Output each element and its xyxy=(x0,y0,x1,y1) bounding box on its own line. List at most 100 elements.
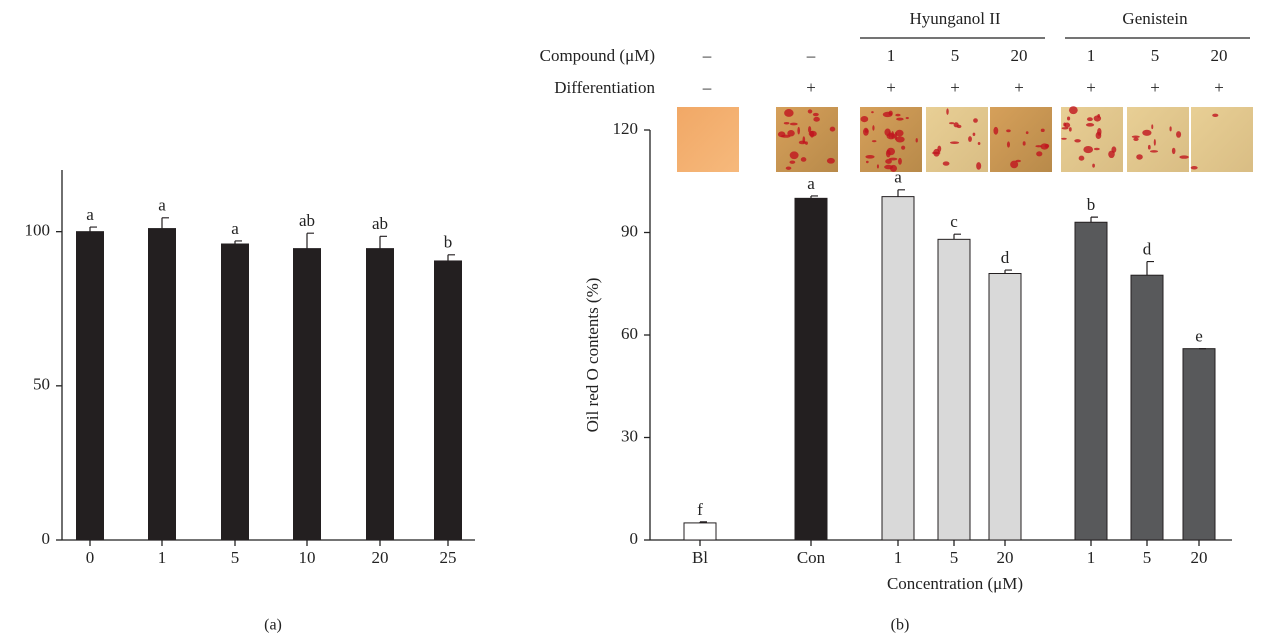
x-tick-label: 20 xyxy=(997,548,1014,567)
y-axis-label: Oil red O contents (%) xyxy=(583,278,602,433)
stain xyxy=(865,155,875,159)
stain xyxy=(1061,137,1067,140)
stain xyxy=(860,116,869,123)
stain xyxy=(1083,145,1094,154)
header-cell: + xyxy=(1014,78,1024,97)
stain xyxy=(1212,113,1219,118)
stain xyxy=(885,159,892,164)
stain xyxy=(896,117,904,121)
stain xyxy=(886,147,896,156)
header-cell: 5 xyxy=(951,46,960,65)
stain xyxy=(895,136,905,143)
significance-letter: f xyxy=(697,500,703,519)
stain xyxy=(789,122,798,126)
stain xyxy=(1040,128,1045,133)
stain xyxy=(1093,115,1102,122)
stain xyxy=(1092,163,1095,168)
header-cell: – xyxy=(702,46,712,65)
group-label: Hyunganol II xyxy=(909,9,1000,28)
caption: (b) xyxy=(891,617,910,634)
significance-letter: a xyxy=(86,205,94,224)
x-tick-label: 20 xyxy=(372,548,389,567)
group-label: Genistein xyxy=(1122,9,1188,28)
stain xyxy=(1190,165,1198,170)
error-bar xyxy=(234,240,242,244)
significance-letter: e xyxy=(1195,327,1203,346)
stain xyxy=(1086,117,1093,122)
error-bar xyxy=(897,189,905,197)
stain xyxy=(797,126,801,135)
stain xyxy=(785,166,792,170)
stain xyxy=(863,127,869,136)
significance-letter: ab xyxy=(372,214,388,233)
error-bar xyxy=(306,232,314,249)
x-tick-label: 1 xyxy=(1087,548,1096,567)
stain xyxy=(812,112,819,117)
header-cell: – xyxy=(702,78,712,97)
header-cell: 20 xyxy=(1211,46,1228,65)
bar xyxy=(221,243,249,541)
bar xyxy=(76,231,104,541)
y-tick-label: 50 xyxy=(33,375,50,394)
stain xyxy=(1133,137,1139,141)
stain xyxy=(973,118,978,123)
x-tick-label: 5 xyxy=(950,548,959,567)
header-cell: + xyxy=(1214,78,1224,97)
thumbnail xyxy=(677,107,739,172)
error-bar xyxy=(447,254,455,261)
stain xyxy=(876,164,879,169)
stain xyxy=(968,136,972,142)
header-cell: + xyxy=(1086,78,1096,97)
significance-letter: d xyxy=(1001,248,1010,267)
x-tick-label: 5 xyxy=(1143,548,1152,567)
y-tick-label: 0 xyxy=(42,529,51,548)
stain xyxy=(777,131,786,138)
bar xyxy=(988,273,1022,541)
significance-letter: a xyxy=(894,168,902,187)
stain xyxy=(1179,155,1189,159)
stain xyxy=(807,109,813,114)
stain xyxy=(798,140,807,145)
x-tick-label: 25 xyxy=(440,548,457,567)
header-cell: 5 xyxy=(1151,46,1160,65)
stain xyxy=(993,126,999,135)
stain xyxy=(1171,147,1176,155)
error-bar xyxy=(89,226,97,232)
stain xyxy=(949,141,960,144)
stain xyxy=(889,164,898,172)
stain xyxy=(886,133,896,140)
error-bar xyxy=(161,217,169,229)
y-tick-label: 90 xyxy=(621,221,638,240)
caption: (a) xyxy=(264,617,282,634)
stain xyxy=(1006,141,1011,148)
bar xyxy=(937,238,971,541)
stain xyxy=(1036,151,1043,157)
header-cell: + xyxy=(806,78,816,97)
thumbnail xyxy=(1191,107,1253,172)
error-bar xyxy=(953,233,961,240)
stain xyxy=(1068,127,1072,132)
stain xyxy=(1078,155,1085,161)
header-cell: 20 xyxy=(1011,46,1028,65)
stain xyxy=(871,111,874,114)
stain xyxy=(977,142,981,146)
stain xyxy=(946,108,949,115)
stain xyxy=(898,157,902,165)
stain xyxy=(949,122,955,125)
header-cell: + xyxy=(1150,78,1160,97)
stain xyxy=(901,145,906,150)
error-bar xyxy=(379,235,387,249)
stain xyxy=(1010,160,1019,169)
stain xyxy=(976,162,982,170)
stain xyxy=(808,130,817,137)
stain xyxy=(972,132,976,136)
row-label: Compound (μM) xyxy=(540,46,655,65)
significance-letter: b xyxy=(1087,195,1096,214)
significance-letter: d xyxy=(1143,239,1152,258)
stain xyxy=(1142,129,1152,136)
stain xyxy=(1169,126,1172,132)
significance-letter: ab xyxy=(299,211,315,230)
stain xyxy=(1153,139,1156,146)
stain xyxy=(1085,123,1095,127)
